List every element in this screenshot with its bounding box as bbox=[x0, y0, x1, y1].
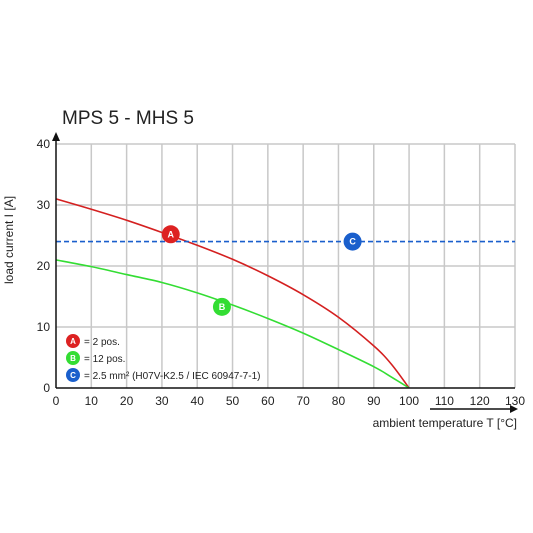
x-axis-label: ambient temperature T [°C] bbox=[373, 416, 517, 430]
x-tick-label: 60 bbox=[261, 394, 275, 408]
x-tick-label: 50 bbox=[226, 394, 240, 408]
legend: A = 2 pos. B = 12 pos. C = 2.5 mm² (H07V-K2.5… bbox=[66, 334, 260, 382]
curve-markers: A B C bbox=[161, 225, 362, 316]
marker-c bbox=[343, 232, 362, 251]
marker-b-label: B bbox=[219, 302, 226, 312]
legend-a-text: = 2 pos. bbox=[84, 337, 120, 348]
x-tick-label: 70 bbox=[296, 394, 310, 408]
x-tick-label: 130 bbox=[505, 394, 525, 408]
x-tick-label: 90 bbox=[367, 394, 381, 408]
y-tick-label: 0 bbox=[43, 381, 50, 395]
grid bbox=[56, 143, 516, 388]
tick-labels: 0 10 20 30 40 50 60 70 80 90 100 110 120 130 0 10 20 30 40 bbox=[37, 137, 526, 408]
legend-a-dot bbox=[66, 334, 80, 348]
y-tick-label: 10 bbox=[37, 320, 51, 334]
x-tick-label: 20 bbox=[120, 394, 134, 408]
chart-title: MPS 5 - MHS 5 bbox=[62, 108, 194, 129]
x-tick-label: 40 bbox=[191, 394, 205, 408]
y-tick-label: 40 bbox=[37, 137, 51, 151]
axes bbox=[52, 132, 518, 413]
legend-c-dot bbox=[66, 368, 80, 382]
legend-c-text: = 2.5 mm² (H07V-K2.5 / IEC 60947-7-1) bbox=[84, 371, 260, 382]
x-tick-label: 10 bbox=[85, 394, 99, 408]
y-tick-label: 20 bbox=[37, 259, 51, 273]
series-a-line bbox=[55, 198, 410, 389]
x-tick-label: 100 bbox=[399, 394, 419, 408]
x-tick-label: 110 bbox=[435, 394, 454, 408]
marker-b bbox=[212, 297, 231, 316]
legend-b-dot bbox=[66, 351, 80, 365]
x-tick-label: 120 bbox=[470, 394, 490, 408]
y-tick-label: 30 bbox=[37, 198, 51, 212]
x-tick-label: 80 bbox=[332, 394, 346, 408]
legend-a-letter: A bbox=[70, 337, 76, 346]
legend-c-letter: C bbox=[70, 371, 76, 380]
x-tick-label: 0 bbox=[53, 394, 60, 408]
x-tick-label: 30 bbox=[155, 394, 169, 408]
marker-a bbox=[161, 225, 180, 244]
marker-c-label: C bbox=[349, 237, 356, 247]
legend-b-text: = 12 pos. bbox=[84, 354, 125, 365]
legend-b-letter: B bbox=[70, 354, 76, 363]
marker-a-label: A bbox=[168, 229, 175, 239]
series-b-line bbox=[55, 259, 410, 389]
series-layer bbox=[55, 198, 515, 389]
x-label-arrow-head bbox=[510, 405, 518, 413]
y-axis-arrow bbox=[52, 132, 60, 141]
y-axis-label: load current I [A] bbox=[2, 196, 16, 284]
